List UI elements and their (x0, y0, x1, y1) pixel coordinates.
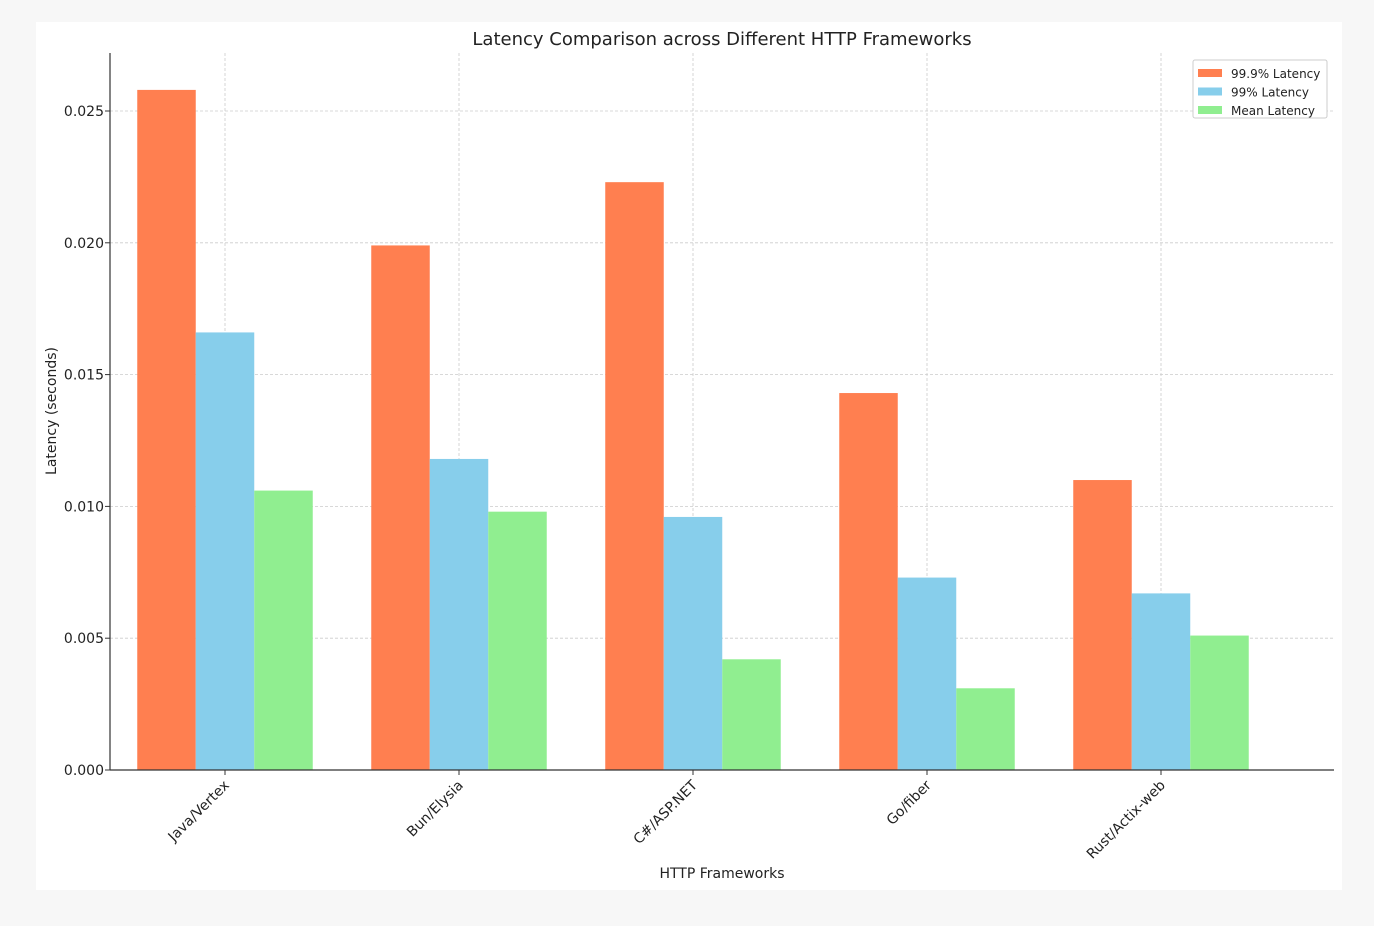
y-axis-label: Latency (seconds) (44, 347, 60, 475)
bar (722, 659, 781, 770)
chart-title: Latency Comparison across Different HTTP… (472, 29, 971, 50)
y-tick-label: 0.015 (64, 368, 104, 384)
bar (371, 245, 430, 770)
bar (897, 577, 957, 770)
bar (1131, 593, 1191, 770)
bar (956, 688, 1015, 770)
x-ticks: Java/Vertex Bun/Elysia C#/ASP.NET Go/fiber R… (165, 770, 1169, 862)
axes-layer (109, 53, 1334, 771)
bar-chart: Latency Comparison across Different HTTP… (44, 29, 1334, 882)
x-tick-label: Rust/Actix-web (1084, 777, 1169, 862)
bar (137, 89, 196, 770)
bar (1073, 480, 1132, 770)
legend: 99.9% Latency 99% Latency Mean Latency (1192, 59, 1328, 119)
x-tick-label: Go/fiber (884, 777, 935, 828)
legend-box (1192, 59, 1328, 119)
x-tick-label: Bun/Elysia (404, 778, 467, 841)
bars-layer (137, 89, 1249, 771)
bar (663, 516, 723, 770)
bar (429, 458, 489, 770)
legend-entry: 99% Latency (1231, 86, 1309, 100)
x-axis-label: HTTP Frameworks (659, 866, 784, 882)
legend-entry: 99.9% Latency (1231, 67, 1320, 81)
chart-card: Latency Comparison across Different HTTP… (36, 22, 1342, 890)
legend-swatch (1198, 106, 1222, 114)
bar (195, 332, 255, 770)
bar (1190, 635, 1249, 770)
bar (488, 511, 547, 770)
legend-swatch (1198, 69, 1222, 77)
x-tick-label: Java/Vertex (165, 778, 233, 846)
legend-swatch (1198, 87, 1222, 96)
x-tick-label: C#/ASP.NET (631, 777, 702, 848)
bar (839, 393, 898, 770)
y-tick-label: 0.010 (64, 499, 104, 515)
y-ticks: 0.000 0.005 0.010 0.015 0.020 0.025 (64, 104, 110, 779)
y-tick-label: 0.005 (64, 631, 104, 647)
y-tick-label: 0.020 (64, 236, 104, 252)
y-tick-label: 0.000 (64, 763, 104, 779)
y-tick-label: 0.025 (64, 104, 104, 120)
legend-entry: Mean Latency (1231, 104, 1315, 118)
bar (605, 182, 664, 771)
bar (254, 490, 313, 770)
